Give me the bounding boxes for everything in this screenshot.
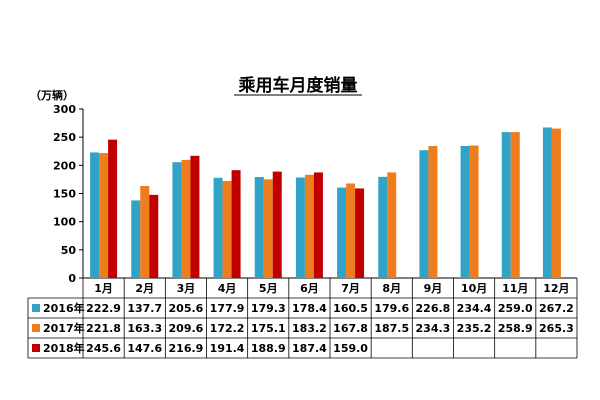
y-unit-label: （万辆） xyxy=(30,88,74,102)
table-cell: 245.6 xyxy=(86,342,121,355)
y-tick-label: 50 xyxy=(61,244,77,257)
table-cell: 160.5 xyxy=(333,302,368,315)
table-cell: 209.6 xyxy=(169,322,204,335)
table-cell: 179.6 xyxy=(374,302,409,315)
x-category-label: 2月 xyxy=(135,282,154,295)
legend-swatch-2016年 xyxy=(32,304,40,312)
bar-8-2017年 xyxy=(387,172,397,279)
bar-4-2018年 xyxy=(231,170,241,278)
x-category-label: 9月 xyxy=(424,282,443,295)
legend-swatch-2017年 xyxy=(32,324,40,332)
table-cell: 177.9 xyxy=(210,302,245,315)
bar-4-2017年 xyxy=(222,180,232,278)
bar-1-2016年 xyxy=(90,152,100,278)
bar-7-2017年 xyxy=(346,183,356,278)
table-cell: 167.8 xyxy=(333,322,368,335)
bar-10-2017年 xyxy=(469,145,479,278)
table-cell: 159.0 xyxy=(333,342,368,355)
table-cell: 222.9 xyxy=(86,302,121,315)
legend-label: 2018年 xyxy=(43,341,85,355)
bar-1-2018年 xyxy=(108,139,118,278)
x-category-label: 3月 xyxy=(177,282,196,295)
table-cell: 178.4 xyxy=(292,302,327,315)
y-tick-label: 150 xyxy=(53,188,76,201)
bar-6-2017年 xyxy=(304,174,314,278)
bar-3-2016年 xyxy=(172,162,182,278)
table-cell: 188.9 xyxy=(251,342,286,355)
bar-7-2018年 xyxy=(355,188,365,278)
table-cell: 205.6 xyxy=(169,302,204,315)
table-cell: 187.5 xyxy=(374,322,409,335)
table-cell: 183.2 xyxy=(292,322,327,335)
table-cell: 258.9 xyxy=(498,322,533,335)
y-tick-label: 250 xyxy=(53,131,76,144)
bar-5-2016年 xyxy=(254,176,264,278)
x-category-label: 8月 xyxy=(382,282,401,295)
table-cell: 265.3 xyxy=(539,322,574,335)
bar-12-2017年 xyxy=(551,128,561,278)
bar-3-2018年 xyxy=(190,155,200,278)
bar-5-2018年 xyxy=(272,171,282,278)
table-cell: 147.6 xyxy=(127,342,162,355)
table-cell: 172.2 xyxy=(210,322,245,335)
bar-12-2016年 xyxy=(542,127,552,278)
table-cell: 163.3 xyxy=(127,322,162,335)
table-cell: 267.2 xyxy=(539,302,574,315)
bar-9-2017年 xyxy=(428,146,438,278)
bar-6-2016年 xyxy=(295,177,305,278)
table-cell: 259.0 xyxy=(498,302,533,315)
legend-swatch-2018年 xyxy=(32,344,40,352)
x-category-label: 11月 xyxy=(502,282,528,295)
bar-5-2017年 xyxy=(263,179,273,278)
table-cell: 226.8 xyxy=(416,302,451,315)
table-cell: 175.1 xyxy=(251,322,286,335)
bar-10-2016年 xyxy=(460,145,470,278)
x-category-label: 4月 xyxy=(218,282,237,295)
bar-8-2016年 xyxy=(378,176,388,278)
bar-7-2016年 xyxy=(337,187,347,278)
y-tick-label: 200 xyxy=(53,159,76,172)
table-cell: 216.9 xyxy=(169,342,204,355)
x-category-label: 12月 xyxy=(543,282,569,295)
legend-label: 2017年 xyxy=(43,321,85,335)
table-cell: 221.8 xyxy=(86,322,121,335)
bar-4-2016年 xyxy=(213,177,223,278)
bar-1-2017年 xyxy=(99,153,109,278)
bar-11-2017年 xyxy=(510,132,520,278)
x-category-label: 1月 xyxy=(94,282,113,295)
bar-2-2016年 xyxy=(131,200,141,278)
chart-title: 乘用车月度销量 xyxy=(238,75,358,96)
bar-9-2016年 xyxy=(419,150,429,278)
bar-3-2017年 xyxy=(181,159,191,278)
table-cell: 191.4 xyxy=(210,342,245,355)
bar-11-2016年 xyxy=(501,132,511,278)
table-cell: 137.7 xyxy=(127,302,162,315)
x-category-label: 10月 xyxy=(461,282,487,295)
plot-area: 0 50 100 150 200 250 300 xyxy=(53,103,577,285)
table-cell: 187.4 xyxy=(292,342,327,355)
x-category-label: 7月 xyxy=(341,282,360,295)
table-cell: 235.2 xyxy=(457,322,492,335)
bar-2-2018年 xyxy=(149,194,159,278)
y-tick-label: 100 xyxy=(53,216,76,229)
table-cell: 234.4 xyxy=(457,302,492,315)
bar-2-2017年 xyxy=(140,186,150,278)
data-table: 1月 2月 3月 4月 5月 6月 7月 8月 9月 10月 11月 12月 2016年 222.9 137… xyxy=(27,278,578,359)
y-tick-label: 0 xyxy=(68,272,76,285)
table-cell: 179.3 xyxy=(251,302,286,315)
y-tick-label: 300 xyxy=(53,103,76,116)
legend-label: 2016年 xyxy=(43,301,85,315)
bar-6-2018年 xyxy=(313,172,323,278)
table-cell: 234.3 xyxy=(416,322,451,335)
x-category-label: 6月 xyxy=(300,282,319,295)
x-category-label: 5月 xyxy=(259,282,278,295)
